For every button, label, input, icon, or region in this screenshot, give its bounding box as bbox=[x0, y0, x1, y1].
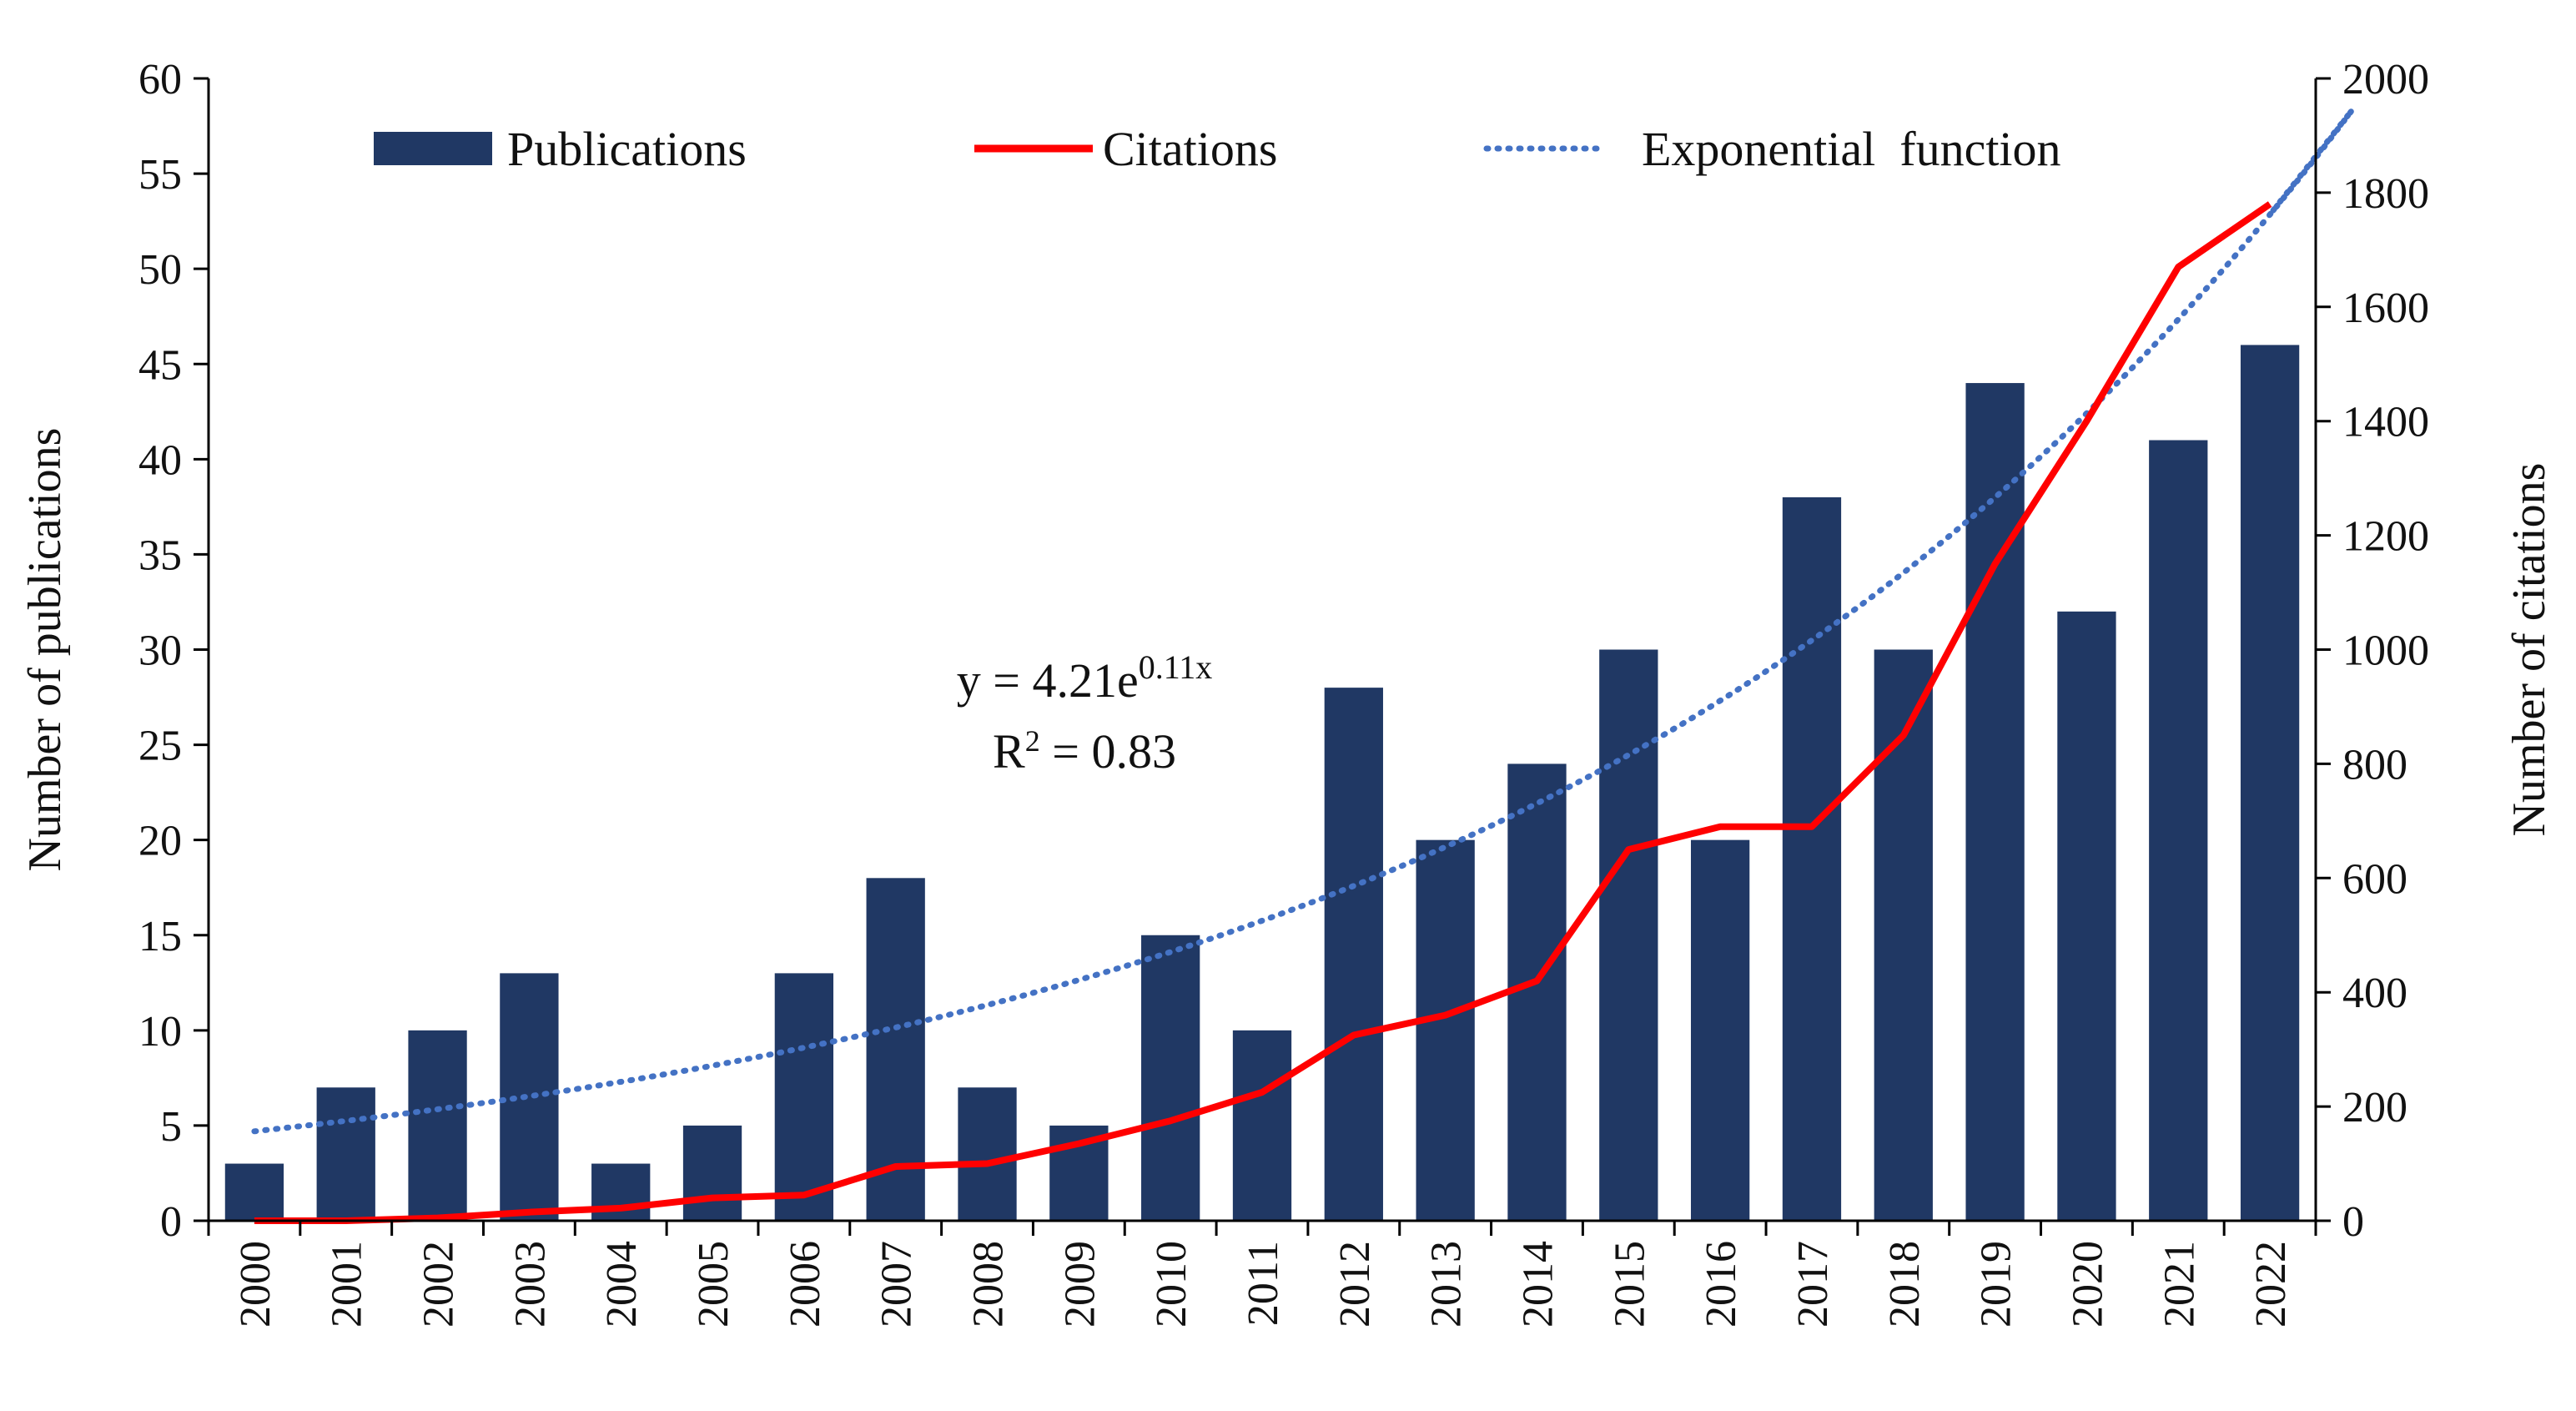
bar-publications-2014 bbox=[1507, 763, 1567, 1221]
x-tick-label: 2014 bbox=[1514, 1241, 1562, 1328]
r2-superscript: 2 bbox=[1025, 724, 1040, 758]
x-tick-label: 2002 bbox=[415, 1241, 463, 1328]
x-tick-label: 2020 bbox=[2064, 1241, 2111, 1328]
bar-publications-2015 bbox=[1599, 649, 1658, 1221]
y-tick-label: 55 bbox=[138, 151, 182, 199]
y2-tick-label: 200 bbox=[2342, 1084, 2407, 1131]
x-tick-label: 2008 bbox=[965, 1241, 1013, 1328]
bar-publications-2018 bbox=[1874, 649, 1933, 1221]
x-tick-label: 2000 bbox=[232, 1241, 279, 1328]
r2-prefix: R bbox=[993, 724, 1025, 779]
bar-publications-2011 bbox=[1232, 1030, 1292, 1221]
x-tick-label: 2007 bbox=[873, 1241, 921, 1328]
x-tick-label: 2003 bbox=[506, 1241, 554, 1328]
y-tick-label: 15 bbox=[138, 913, 182, 960]
bar-publications-2001 bbox=[316, 1087, 375, 1221]
equation-exponent: 0.11x bbox=[1139, 648, 1213, 686]
y2-tick-label: 1400 bbox=[2342, 399, 2429, 446]
y-tick-label: 25 bbox=[138, 723, 182, 770]
x-tick-label: 2001 bbox=[324, 1241, 371, 1328]
y-tick-label: 35 bbox=[138, 532, 182, 579]
x-tick-label: 2015 bbox=[1606, 1241, 1653, 1328]
trendline-exponential bbox=[251, 108, 2355, 1135]
y-tick-label: 10 bbox=[138, 1008, 182, 1056]
legend-swatch-publications bbox=[374, 132, 492, 165]
bar-publications-2012 bbox=[1324, 688, 1383, 1221]
x-tick-label: 2019 bbox=[1973, 1241, 2020, 1328]
bar-publications-2020 bbox=[2057, 611, 2116, 1221]
x-tick-label: 2004 bbox=[598, 1241, 646, 1328]
y-tick-label: 50 bbox=[138, 246, 182, 294]
x-tick-label: 2006 bbox=[782, 1241, 829, 1328]
bar-publications-2017 bbox=[1782, 496, 1842, 1221]
bar-publications-2021 bbox=[2149, 440, 2208, 1221]
y-tick-label: 30 bbox=[138, 627, 182, 675]
bar-publications-2016 bbox=[1690, 839, 1750, 1221]
bar-publications-2008 bbox=[958, 1087, 1017, 1221]
x-tick-label: 2022 bbox=[2247, 1241, 2295, 1328]
x-tick-label: 2005 bbox=[690, 1241, 737, 1328]
legend-layer: Publications Citations Exponential functio… bbox=[374, 122, 2061, 176]
line-citations bbox=[254, 201, 2272, 1224]
bar-publications-2002 bbox=[408, 1030, 467, 1221]
legend-label-exponential: Exponential function bbox=[1642, 122, 2061, 176]
y-tick-label: 60 bbox=[138, 56, 182, 103]
y2-tick-label: 1600 bbox=[2342, 285, 2429, 332]
bar-publications-2010 bbox=[1141, 935, 1200, 1221]
y-tick-label: 20 bbox=[138, 818, 182, 865]
y2-tick-label: 2000 bbox=[2342, 56, 2429, 103]
y-axis-title: Number of publications bbox=[19, 428, 71, 872]
y2-tick-label: 800 bbox=[2342, 741, 2407, 789]
y-tick-label: 5 bbox=[160, 1103, 182, 1151]
y2-tick-label: 1800 bbox=[2342, 170, 2429, 218]
x-tick-label: 2018 bbox=[1881, 1241, 1929, 1328]
x-tick-label: 2009 bbox=[1056, 1241, 1104, 1328]
bar-publications-2006 bbox=[774, 973, 834, 1221]
equation-prefix: y = 4.21e bbox=[957, 653, 1139, 708]
x-tick-label: 2016 bbox=[1698, 1241, 1745, 1328]
x-tick-label: 2011 bbox=[1240, 1241, 1287, 1326]
r-squared: R2 = 0.83 bbox=[993, 724, 1176, 779]
y-tick-label: 0 bbox=[160, 1198, 182, 1246]
bar-publications-2000 bbox=[224, 1163, 284, 1221]
x-tick-label: 2012 bbox=[1331, 1241, 1379, 1328]
legend-label-citations: Citations bbox=[1103, 122, 1277, 176]
x-tick-label: 2013 bbox=[1423, 1241, 1471, 1328]
y2-tick-label: 400 bbox=[2342, 970, 2407, 1017]
annotation-layer: y = 4.21e0.11x R2 = 0.83 bbox=[957, 648, 1212, 779]
bar-publications-2005 bbox=[682, 1125, 742, 1221]
bar-publications-2003 bbox=[500, 973, 559, 1221]
y2-axis-title: Number of citations bbox=[2503, 463, 2555, 837]
y2-tick-label: 600 bbox=[2342, 855, 2407, 903]
y2-tick-label: 0 bbox=[2342, 1198, 2364, 1246]
bar-publications-2013 bbox=[1416, 839, 1475, 1221]
x-tick-label: 2010 bbox=[1148, 1241, 1195, 1328]
legend-label-publications: Publications bbox=[507, 122, 747, 176]
line-layer bbox=[254, 201, 2272, 1224]
y2-tick-label: 1200 bbox=[2342, 513, 2429, 561]
y-tick-label: 40 bbox=[138, 436, 182, 484]
y-tick-label: 45 bbox=[138, 341, 182, 389]
bar-publications-2022 bbox=[2240, 345, 2300, 1221]
r2-suffix: = 0.83 bbox=[1040, 724, 1176, 779]
x-tick-label: 2021 bbox=[2156, 1241, 2203, 1328]
x-tick-label: 2017 bbox=[1789, 1241, 1837, 1328]
bar-publications-2019 bbox=[1965, 383, 2025, 1222]
trendline-equation: y = 4.21e0.11x bbox=[957, 648, 1212, 708]
y2-tick-label: 1000 bbox=[2342, 627, 2429, 675]
trend-layer bbox=[251, 108, 2355, 1135]
axes-layer: 0510152025303540455055600200400600800100… bbox=[19, 56, 2555, 1328]
